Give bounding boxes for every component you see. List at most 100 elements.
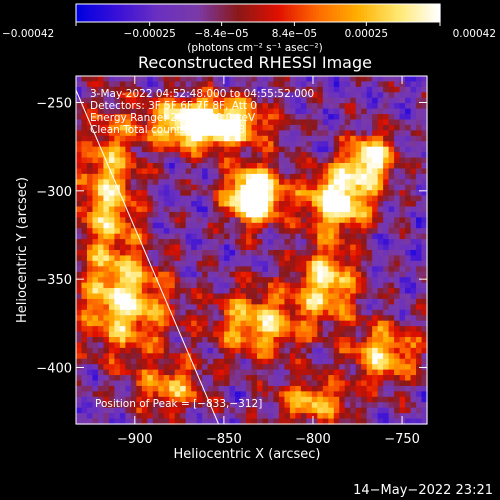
heatmap-pixel (224, 293, 231, 300)
heatmap-pixel (300, 380, 308, 387)
heatmap-pixel (317, 108, 324, 115)
heatmap-pixel (202, 358, 209, 365)
heatmap-pixel (262, 130, 269, 137)
heatmap-pixel (372, 266, 379, 273)
heatmap-pixel (224, 288, 231, 295)
heatmap-pixel (295, 92, 302, 99)
heatmap-pixel (421, 342, 428, 349)
heatmap-pixel (185, 320, 192, 327)
heatmap-pixel (421, 315, 428, 322)
heatmap-pixel (262, 418, 269, 425)
heatmap-pixel (355, 413, 362, 420)
heatmap-pixel (224, 375, 231, 382)
heatmap-pixel (377, 206, 384, 213)
heatmap-pixel (224, 97, 231, 104)
heatmap-pixel (333, 402, 340, 409)
heatmap-pixel (284, 195, 291, 202)
heatmap-pixel (262, 380, 269, 387)
heatmap-pixel (147, 190, 154, 197)
heatmap-pixel (103, 119, 110, 126)
heatmap-pixel (114, 190, 121, 197)
heatmap-pixel (416, 380, 423, 387)
heatmap-pixel (218, 76, 225, 83)
heatmap-pixel (300, 179, 308, 186)
heatmap-pixel (180, 271, 187, 278)
heatmap-pixel (322, 103, 329, 110)
heatmap-pixel (191, 190, 198, 197)
colorbar-cell (367, 4, 371, 22)
heatmap-pixel (322, 304, 329, 311)
colorbar-cell (215, 4, 220, 22)
heatmap-pixel (163, 326, 170, 333)
heatmap-pixel (366, 201, 373, 208)
heatmap-pixel (339, 146, 346, 153)
heatmap-pixel (191, 206, 198, 213)
heatmap-pixel (213, 342, 220, 349)
heatmap-pixel (163, 288, 170, 295)
heatmap-pixel (278, 103, 286, 110)
heatmap-pixel (92, 342, 99, 349)
heatmap-pixel (317, 250, 324, 257)
heatmap-pixel (256, 184, 264, 191)
heatmap-pixel (421, 190, 428, 197)
heatmap-pixel (213, 233, 220, 240)
colorbar-cell (154, 4, 159, 22)
heatmap-pixel (191, 255, 198, 262)
heatmap-pixel (317, 217, 324, 224)
heatmap-pixel (191, 402, 198, 409)
heatmap-pixel (147, 375, 154, 382)
heatmap-pixel (130, 190, 138, 197)
heatmap-pixel (218, 119, 225, 126)
heatmap-pixel (92, 358, 99, 365)
heatmap-pixel (152, 353, 159, 360)
heatmap-pixel (246, 358, 253, 365)
heatmap-pixel (377, 326, 384, 333)
heatmap-pixel (229, 163, 236, 170)
heatmap-pixel (322, 413, 329, 420)
heatmap-pixel (366, 353, 373, 360)
heatmap-pixel (235, 124, 242, 132)
colorbar-cell (312, 4, 317, 22)
heatmap-pixel (240, 124, 247, 132)
heatmap-pixel (399, 163, 406, 170)
heatmap-pixel (416, 97, 423, 104)
heatmap-pixel (383, 76, 390, 83)
heatmap-pixel (361, 130, 368, 137)
heatmap-pixel (125, 326, 132, 333)
heatmap-pixel (136, 271, 143, 278)
heatmap-pixel (108, 271, 116, 278)
heatmap-pixel (103, 380, 110, 387)
heatmap-pixel (224, 298, 231, 306)
heatmap-pixel (180, 260, 187, 268)
heatmap-pixel (295, 124, 302, 132)
y-axis-title: Heliocentric Y (arcsec) (15, 177, 30, 323)
heatmap-pixel (267, 369, 275, 376)
heatmap-pixel (240, 86, 247, 94)
heatmap-pixel (136, 152, 143, 159)
heatmap-pixel (317, 173, 324, 181)
heatmap-pixel (366, 86, 373, 94)
heatmap-pixel (246, 173, 253, 181)
heatmap-pixel (202, 179, 209, 186)
heatmap-pixel (152, 309, 159, 316)
heatmap-pixel (355, 124, 362, 132)
heatmap-pixel (278, 152, 286, 159)
heatmap-pixel (416, 114, 423, 121)
heatmap-pixel (97, 233, 105, 240)
heatmap-pixel (262, 331, 269, 338)
heatmap-pixel (322, 293, 329, 300)
heatmap-pixel (202, 201, 209, 208)
heatmap-pixel (262, 293, 269, 300)
heatmap-pixel (92, 413, 99, 420)
colorbar-cell (294, 4, 299, 22)
heatmap-pixel (383, 135, 390, 142)
heatmap-pixel (399, 407, 406, 414)
heatmap-pixel (306, 222, 313, 229)
heatmap-pixel (114, 114, 121, 121)
heatmap-pixel (339, 342, 346, 349)
heatmap-pixel (174, 331, 181, 338)
heatmap-pixel (339, 108, 346, 115)
heatmap-pixel (388, 119, 395, 126)
heatmap-pixel (213, 418, 220, 425)
heatmap-pixel (125, 315, 132, 322)
